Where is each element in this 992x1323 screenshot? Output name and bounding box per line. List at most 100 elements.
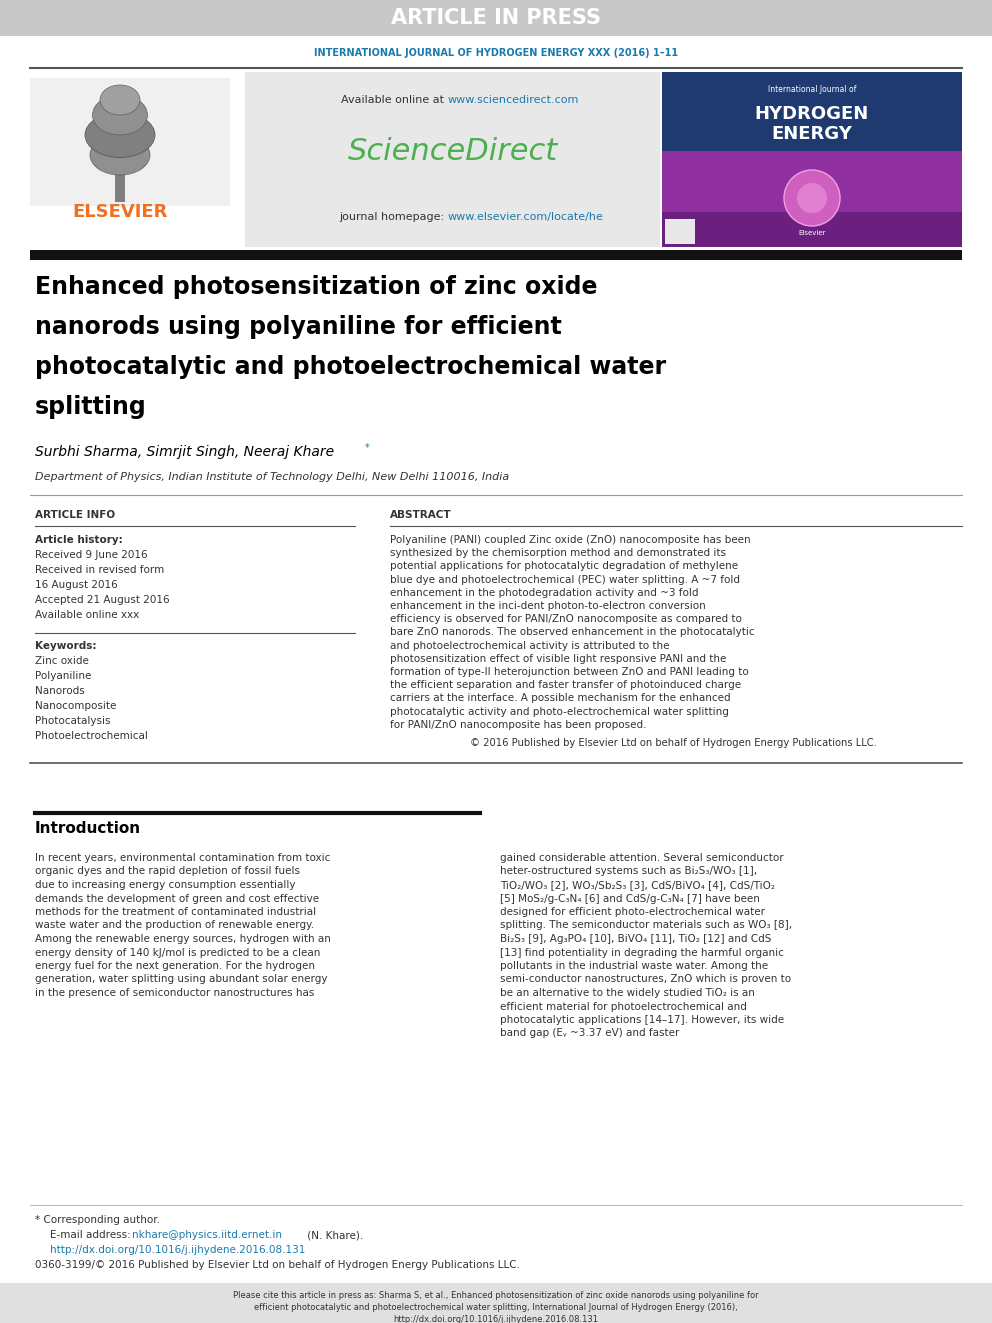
Text: waste water and the production of renewable energy.: waste water and the production of renewa… [35, 921, 314, 930]
Text: for PANI/ZnO nanocomposite has been proposed.: for PANI/ZnO nanocomposite has been prop… [390, 720, 647, 730]
Text: © 2016 Published by Elsevier Ltd on behalf of Hydrogen Energy Publications LLC.: © 2016 Published by Elsevier Ltd on beha… [470, 738, 877, 747]
Text: Photocatalysis: Photocatalysis [35, 716, 110, 726]
Circle shape [784, 169, 840, 226]
Text: Article history:: Article history: [35, 534, 123, 545]
Text: International Journal of: International Journal of [768, 86, 856, 94]
Ellipse shape [90, 135, 150, 175]
Text: be an alternative to the widely studied TiO₂ is an: be an alternative to the widely studied … [500, 988, 755, 998]
Text: splitting. The semiconductor materials such as WO₃ [8],: splitting. The semiconductor materials s… [500, 921, 793, 930]
Text: organic dyes and the rapid depletion of fossil fuels: organic dyes and the rapid depletion of … [35, 867, 300, 877]
Text: ELSEVIER: ELSEVIER [72, 202, 168, 221]
Text: HYDROGEN: HYDROGEN [755, 105, 869, 123]
Text: generation, water splitting using abundant solar energy: generation, water splitting using abunda… [35, 975, 327, 984]
Text: Surbhi Sharma, Simrjit Singh, Neeraj Khare: Surbhi Sharma, Simrjit Singh, Neeraj Kha… [35, 445, 334, 459]
Text: * Corresponding author.: * Corresponding author. [35, 1215, 160, 1225]
Text: bare ZnO nanorods. The observed enhancement in the photocatalytic: bare ZnO nanorods. The observed enhancem… [390, 627, 755, 638]
Text: Please cite this article in press as: Sharma S, et al., Enhanced photosensitizat: Please cite this article in press as: Sh… [233, 1291, 759, 1301]
Text: *: * [365, 443, 370, 452]
Text: [5] MoS₂/g-C₃N₄ [6] and CdS/g-C₃N₄ [7] have been: [5] MoS₂/g-C₃N₄ [6] and CdS/g-C₃N₄ [7] h… [500, 893, 760, 904]
Text: in the presence of semiconductor nanostructures has: in the presence of semiconductor nanostr… [35, 988, 314, 998]
Text: formation of type-II heterojunction between ZnO and PANI leading to: formation of type-II heterojunction betw… [390, 667, 749, 677]
Text: TiO₂/WO₃ [2], WO₃/Sb₂S₃ [3], CdS/BiVO₄ [4], CdS/TiO₂: TiO₂/WO₃ [2], WO₃/Sb₂S₃ [3], CdS/BiVO₄ [… [500, 880, 775, 890]
Bar [0, 1283, 992, 1323]
Text: Nanocomposite: Nanocomposite [35, 701, 116, 710]
Text: Polyaniline: Polyaniline [35, 671, 91, 681]
Text: photocatalytic and photoelectrochemical water: photocatalytic and photoelectrochemical … [35, 355, 666, 378]
Text: ARTICLE IN PRESS: ARTICLE IN PRESS [391, 8, 601, 28]
Text: 16 August 2016: 16 August 2016 [35, 579, 118, 590]
Text: photocatalytic activity and photo-electrochemical water splitting: photocatalytic activity and photo-electr… [390, 706, 729, 717]
Bar [245, 71, 660, 247]
Text: due to increasing energy consumption essentially: due to increasing energy consumption ess… [35, 880, 296, 890]
Text: synthesized by the chemisorption method and demonstrated its: synthesized by the chemisorption method … [390, 548, 726, 558]
Text: In recent years, environmental contamination from toxic: In recent years, environmental contamina… [35, 853, 330, 863]
Bar [662, 168, 962, 247]
Text: Available online xxx: Available online xxx [35, 610, 139, 620]
Text: enhancement in the photodegradation activity and ~3 fold: enhancement in the photodegradation acti… [390, 587, 698, 598]
Bar [662, 151, 962, 212]
Text: Available online at: Available online at [341, 95, 447, 105]
Text: journal homepage:: journal homepage: [339, 212, 447, 222]
Text: semi-conductor nanostructures, ZnO which is proven to: semi-conductor nanostructures, ZnO which… [500, 975, 792, 984]
Text: the efficient separation and faster transfer of photoinduced charge: the efficient separation and faster tran… [390, 680, 741, 691]
Text: methods for the treatment of contaminated industrial: methods for the treatment of contaminate… [35, 908, 316, 917]
Text: INTERNATIONAL JOURNAL OF HYDROGEN ENERGY XXX (2016) 1–11: INTERNATIONAL JOURNAL OF HYDROGEN ENERGY… [313, 48, 679, 58]
Circle shape [797, 183, 827, 213]
Text: efficient photocatalytic and photoelectrochemical water splitting, International: efficient photocatalytic and photoelectr… [254, 1303, 738, 1312]
Text: enhancement in the inci-dent photon-to-electron conversion: enhancement in the inci-dent photon-to-e… [390, 601, 705, 611]
Text: ScienceDirect: ScienceDirect [347, 138, 558, 167]
Text: nkhare@physics.iitd.ernet.in: nkhare@physics.iitd.ernet.in [132, 1230, 282, 1240]
Text: www.sciencedirect.com: www.sciencedirect.com [447, 95, 579, 105]
Text: and photoelectrochemical activity is attributed to the: and photoelectrochemical activity is att… [390, 640, 670, 651]
Text: heter-ostructured systems such as Bi₂S₃/WO₃ [1],: heter-ostructured systems such as Bi₂S₃/… [500, 867, 757, 877]
Text: Among the renewable energy sources, hydrogen with an: Among the renewable energy sources, hydr… [35, 934, 331, 945]
Text: nanorods using polyaniline for efficient: nanorods using polyaniline for efficient [35, 315, 561, 339]
Text: http://dx.doi.org/10.1016/j.ijhydene.2016.08.131: http://dx.doi.org/10.1016/j.ijhydene.201… [50, 1245, 306, 1256]
Bar [30, 250, 962, 261]
Text: designed for efficient photo-electrochemical water: designed for efficient photo-electrochem… [500, 908, 765, 917]
Text: Received 9 June 2016: Received 9 June 2016 [35, 550, 148, 560]
Text: band gap (Eᵧ ~3.37 eV) and faster: band gap (Eᵧ ~3.37 eV) and faster [500, 1028, 680, 1039]
Text: www.elsevier.com/locate/he: www.elsevier.com/locate/he [447, 212, 603, 222]
Text: carriers at the interface. A possible mechanism for the enhanced: carriers at the interface. A possible me… [390, 693, 731, 704]
Text: ABSTRACT: ABSTRACT [390, 509, 451, 520]
Text: splitting: splitting [35, 396, 147, 419]
Text: Polyaniline (PANI) coupled Zinc oxide (ZnO) nanocomposite has been: Polyaniline (PANI) coupled Zinc oxide (Z… [390, 534, 751, 545]
Text: photocatalytic applications [14–17]. However, its wide: photocatalytic applications [14–17]. How… [500, 1015, 784, 1025]
Text: Zinc oxide: Zinc oxide [35, 656, 89, 665]
Text: Accepted 21 August 2016: Accepted 21 August 2016 [35, 595, 170, 605]
Text: efficiency is observed for PANI/ZnO nanocomposite as compared to: efficiency is observed for PANI/ZnO nano… [390, 614, 742, 624]
Text: energy fuel for the next generation. For the hydrogen: energy fuel for the next generation. For… [35, 960, 315, 971]
Text: energy density of 140 kJ/mol is predicted to be a clean: energy density of 140 kJ/mol is predicte… [35, 947, 320, 958]
Text: Introduction: Introduction [35, 822, 141, 836]
Text: Elsevier: Elsevier [799, 230, 825, 235]
Text: 0360-3199/© 2016 Published by Elsevier Ltd on behalf of Hydrogen Energy Publicat: 0360-3199/© 2016 Published by Elsevier L… [35, 1259, 520, 1270]
Bar [0, 0, 992, 36]
Ellipse shape [100, 85, 140, 115]
Text: http://dx.doi.org/10.1016/j.ijhydene.2016.08.131: http://dx.doi.org/10.1016/j.ijhydene.201… [394, 1315, 598, 1323]
Text: blue dye and photoelectrochemical (PEC) water splitting. A ~7 fold: blue dye and photoelectrochemical (PEC) … [390, 574, 740, 585]
Ellipse shape [92, 95, 148, 135]
Text: gained considerable attention. Several semiconductor: gained considerable attention. Several s… [500, 853, 784, 863]
Text: Department of Physics, Indian Institute of Technology Delhi, New Delhi 110016, I: Department of Physics, Indian Institute … [35, 472, 509, 482]
Ellipse shape [85, 112, 155, 157]
Bar [662, 71, 962, 168]
Bar [115, 172, 125, 202]
Text: Received in revised form: Received in revised form [35, 565, 165, 576]
Text: ENERGY: ENERGY [772, 124, 852, 143]
Text: ARTICLE INFO: ARTICLE INFO [35, 509, 115, 520]
Bar [665, 220, 695, 243]
Text: pollutants in the industrial waste water. Among the: pollutants in the industrial waste water… [500, 960, 768, 971]
Text: photosensitization effect of visible light responsive PANI and the: photosensitization effect of visible lig… [390, 654, 726, 664]
Text: demands the development of green and cost effective: demands the development of green and cos… [35, 893, 319, 904]
Text: E-mail address:: E-mail address: [50, 1230, 134, 1240]
Text: efficient material for photoelectrochemical and: efficient material for photoelectrochemi… [500, 1002, 747, 1012]
Text: potential applications for photocatalytic degradation of methylene: potential applications for photocatalyti… [390, 561, 738, 572]
Bar [30, 78, 230, 206]
Text: Nanorods: Nanorods [35, 687, 84, 696]
Text: [13] find potentiality in degrading the harmful organic: [13] find potentiality in degrading the … [500, 947, 784, 958]
Text: Photoelectrochemical: Photoelectrochemical [35, 732, 148, 741]
Text: (N. Khare).: (N. Khare). [304, 1230, 363, 1240]
Text: Bi₂S₃ [9], Ag₃PO₄ [10], BiVO₄ [11], TiO₂ [12] and CdS: Bi₂S₃ [9], Ag₃PO₄ [10], BiVO₄ [11], TiO₂… [500, 934, 772, 945]
Text: Enhanced photosensitization of zinc oxide: Enhanced photosensitization of zinc oxid… [35, 275, 597, 299]
